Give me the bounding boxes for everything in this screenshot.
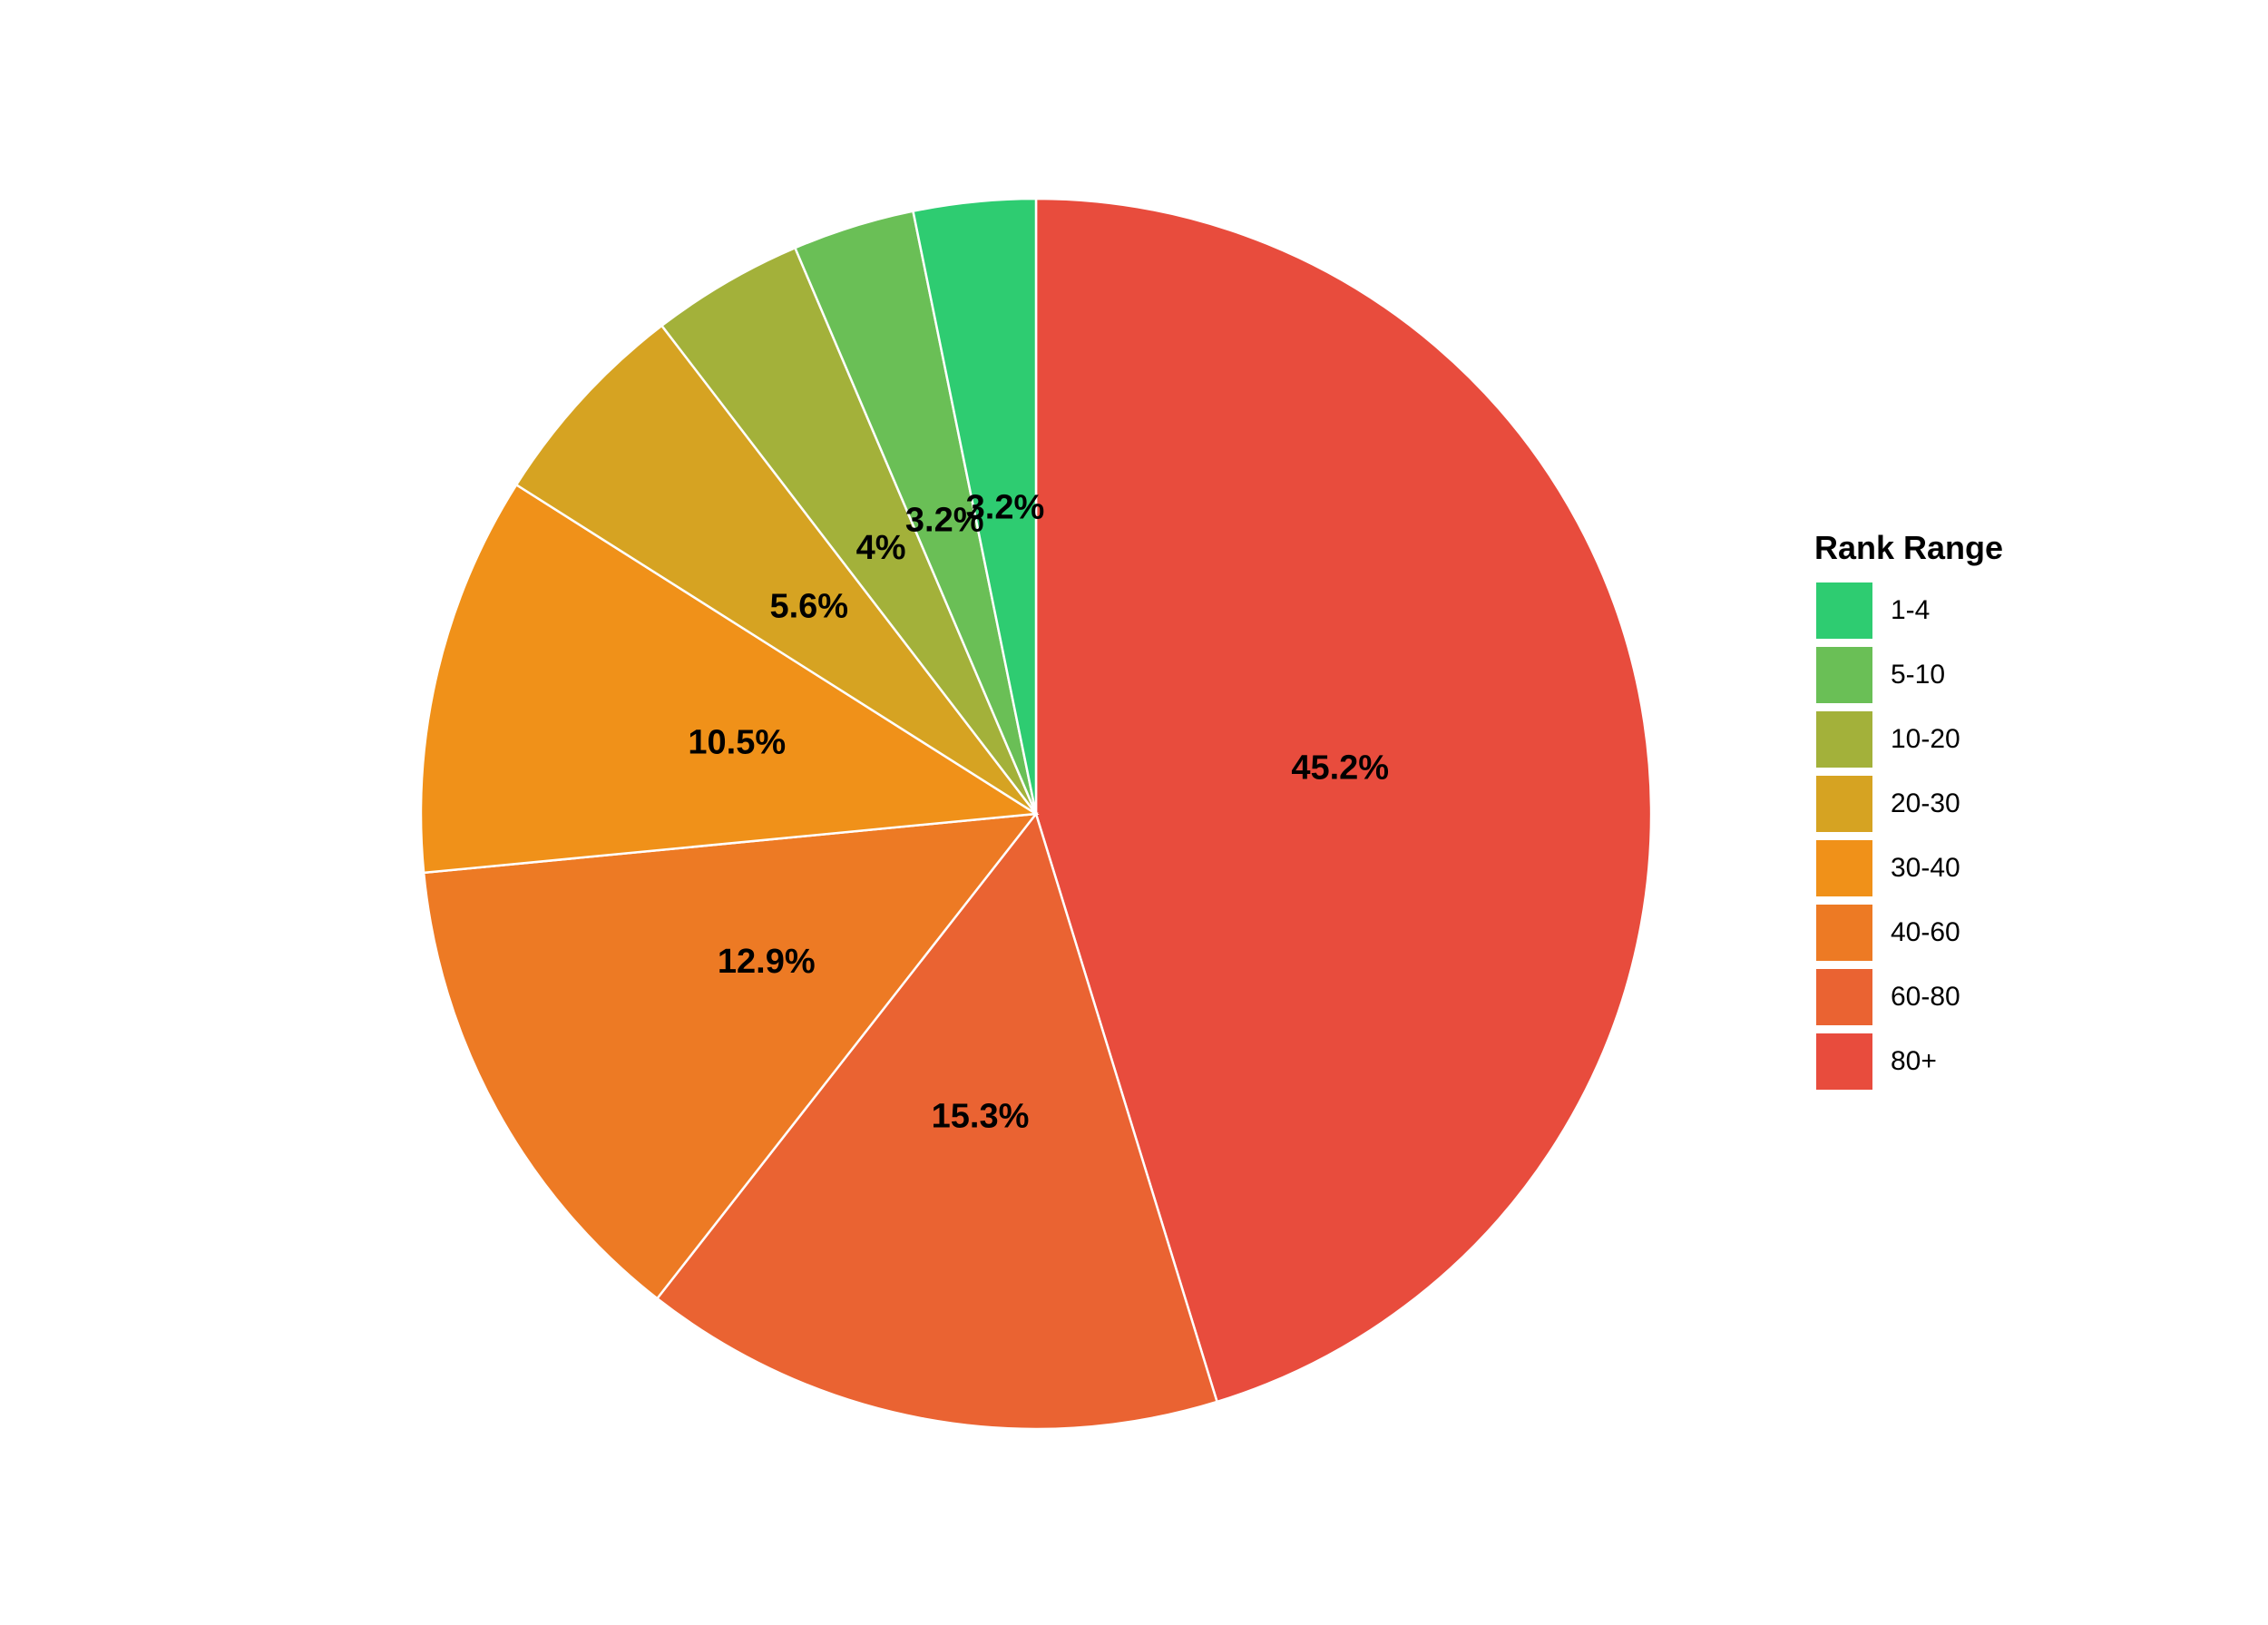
legend-swatch-30-40 bbox=[1814, 837, 1874, 898]
pie-label-60-80: 15.3% bbox=[932, 1097, 1030, 1135]
legend-item-20-30: 20-30 bbox=[1814, 771, 2003, 836]
legend-label-30-40: 30-40 bbox=[1891, 852, 1960, 883]
pie-label-1-4: 3.2% bbox=[966, 489, 1045, 527]
pie-slice-80+ bbox=[1034, 197, 1653, 1404]
legend-swatch-60-80 bbox=[1814, 966, 1874, 1027]
legend-title: Rank Range bbox=[1814, 529, 2004, 566]
legend-items: 1-4 5-10 10-20 20-30 30-40 40-60 60-80 80+ bbox=[1814, 578, 2003, 1093]
legend-label-40-60: 40-60 bbox=[1891, 916, 1960, 947]
legend-label-80+: 80+ bbox=[1891, 1045, 1937, 1076]
legend-item-10-20: 10-20 bbox=[1814, 707, 2003, 771]
legend-label-20-30: 20-30 bbox=[1891, 788, 1960, 818]
legend-swatch-20-30 bbox=[1814, 773, 1874, 834]
legend-item-60-80: 60-80 bbox=[1814, 964, 2003, 1029]
legend-item-40-60: 40-60 bbox=[1814, 900, 2003, 964]
legend-swatch-5-10 bbox=[1814, 644, 1874, 705]
pie-slice-1-4 bbox=[911, 197, 1038, 815]
pie-label-5-10: 3.2% bbox=[905, 501, 984, 539]
pie-slices bbox=[419, 197, 1653, 1431]
legend-item-30-40: 30-40 bbox=[1814, 836, 2003, 900]
pie-label-20-30: 5.6% bbox=[769, 587, 848, 625]
legend-swatch-80+ bbox=[1814, 1031, 1874, 1091]
pie-label-30-40: 10.5% bbox=[688, 723, 786, 761]
pie-label-80+: 45.2% bbox=[1291, 749, 1389, 788]
legend-swatch-40-60 bbox=[1814, 902, 1874, 963]
pie-percent-labels: 45.2%15.3%12.9%10.5%5.6%4%3.2%3.2% bbox=[688, 489, 1389, 1136]
legend-label-5-10: 5-10 bbox=[1891, 659, 1946, 690]
legend-label-60-80: 60-80 bbox=[1891, 981, 1960, 1012]
pie-label-10-20: 4% bbox=[856, 529, 906, 567]
legend-label-10-20: 10-20 bbox=[1891, 723, 1960, 754]
pie-slice-40-60 bbox=[422, 812, 1039, 1300]
legend-label-1-4: 1-4 bbox=[1891, 594, 1931, 625]
legend-item-5-10: 5-10 bbox=[1814, 642, 2003, 707]
legend-item-1-4: 1-4 bbox=[1814, 578, 2003, 642]
legend: Rank Range 1-4 5-10 10-20 20-30 30-40 40-60 60… bbox=[1814, 529, 2003, 1093]
pie-label-40-60: 12.9% bbox=[718, 943, 816, 981]
pie-slice-60-80 bbox=[655, 811, 1219, 1431]
legend-item-80+: 80+ bbox=[1814, 1029, 2003, 1093]
pie-slice-20-30 bbox=[514, 324, 1037, 816]
pie-slice-30-40 bbox=[419, 483, 1040, 875]
legend-swatch-10-20 bbox=[1814, 709, 1874, 769]
legend-swatch-1-4 bbox=[1814, 580, 1874, 641]
